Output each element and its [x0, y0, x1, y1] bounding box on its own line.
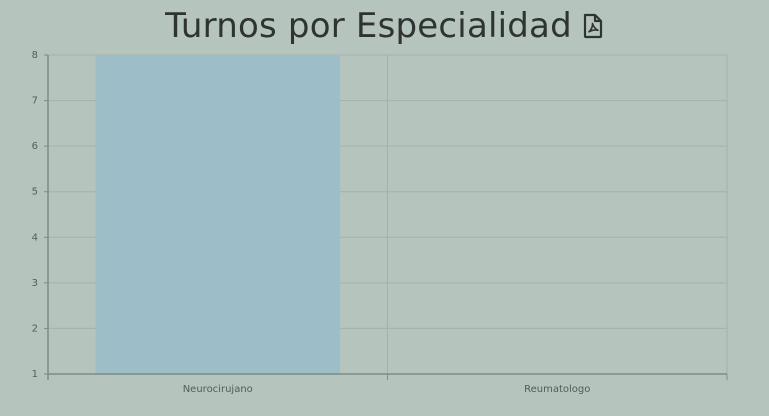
- y-tick-label: 5: [32, 187, 38, 198]
- y-tick-label: 2: [32, 323, 38, 334]
- y-tick-label: 7: [32, 96, 38, 107]
- x-tick-label: Neurocirujano: [183, 384, 253, 395]
- x-tick-label: Reumatologo: [524, 384, 590, 395]
- page-title: Turnos por Especialidad: [165, 6, 572, 46]
- bar-neurocirujano: [95, 55, 340, 374]
- y-tick-label: 6: [32, 141, 38, 152]
- y-tick-label: 4: [32, 232, 38, 243]
- y-tick-label: 8: [32, 50, 38, 61]
- file-pdf-icon[interactable]: [582, 12, 604, 40]
- header: Turnos por Especialidad: [0, 0, 769, 52]
- y-tick-label: 3: [32, 278, 38, 289]
- y-tick-label: 1: [32, 369, 38, 380]
